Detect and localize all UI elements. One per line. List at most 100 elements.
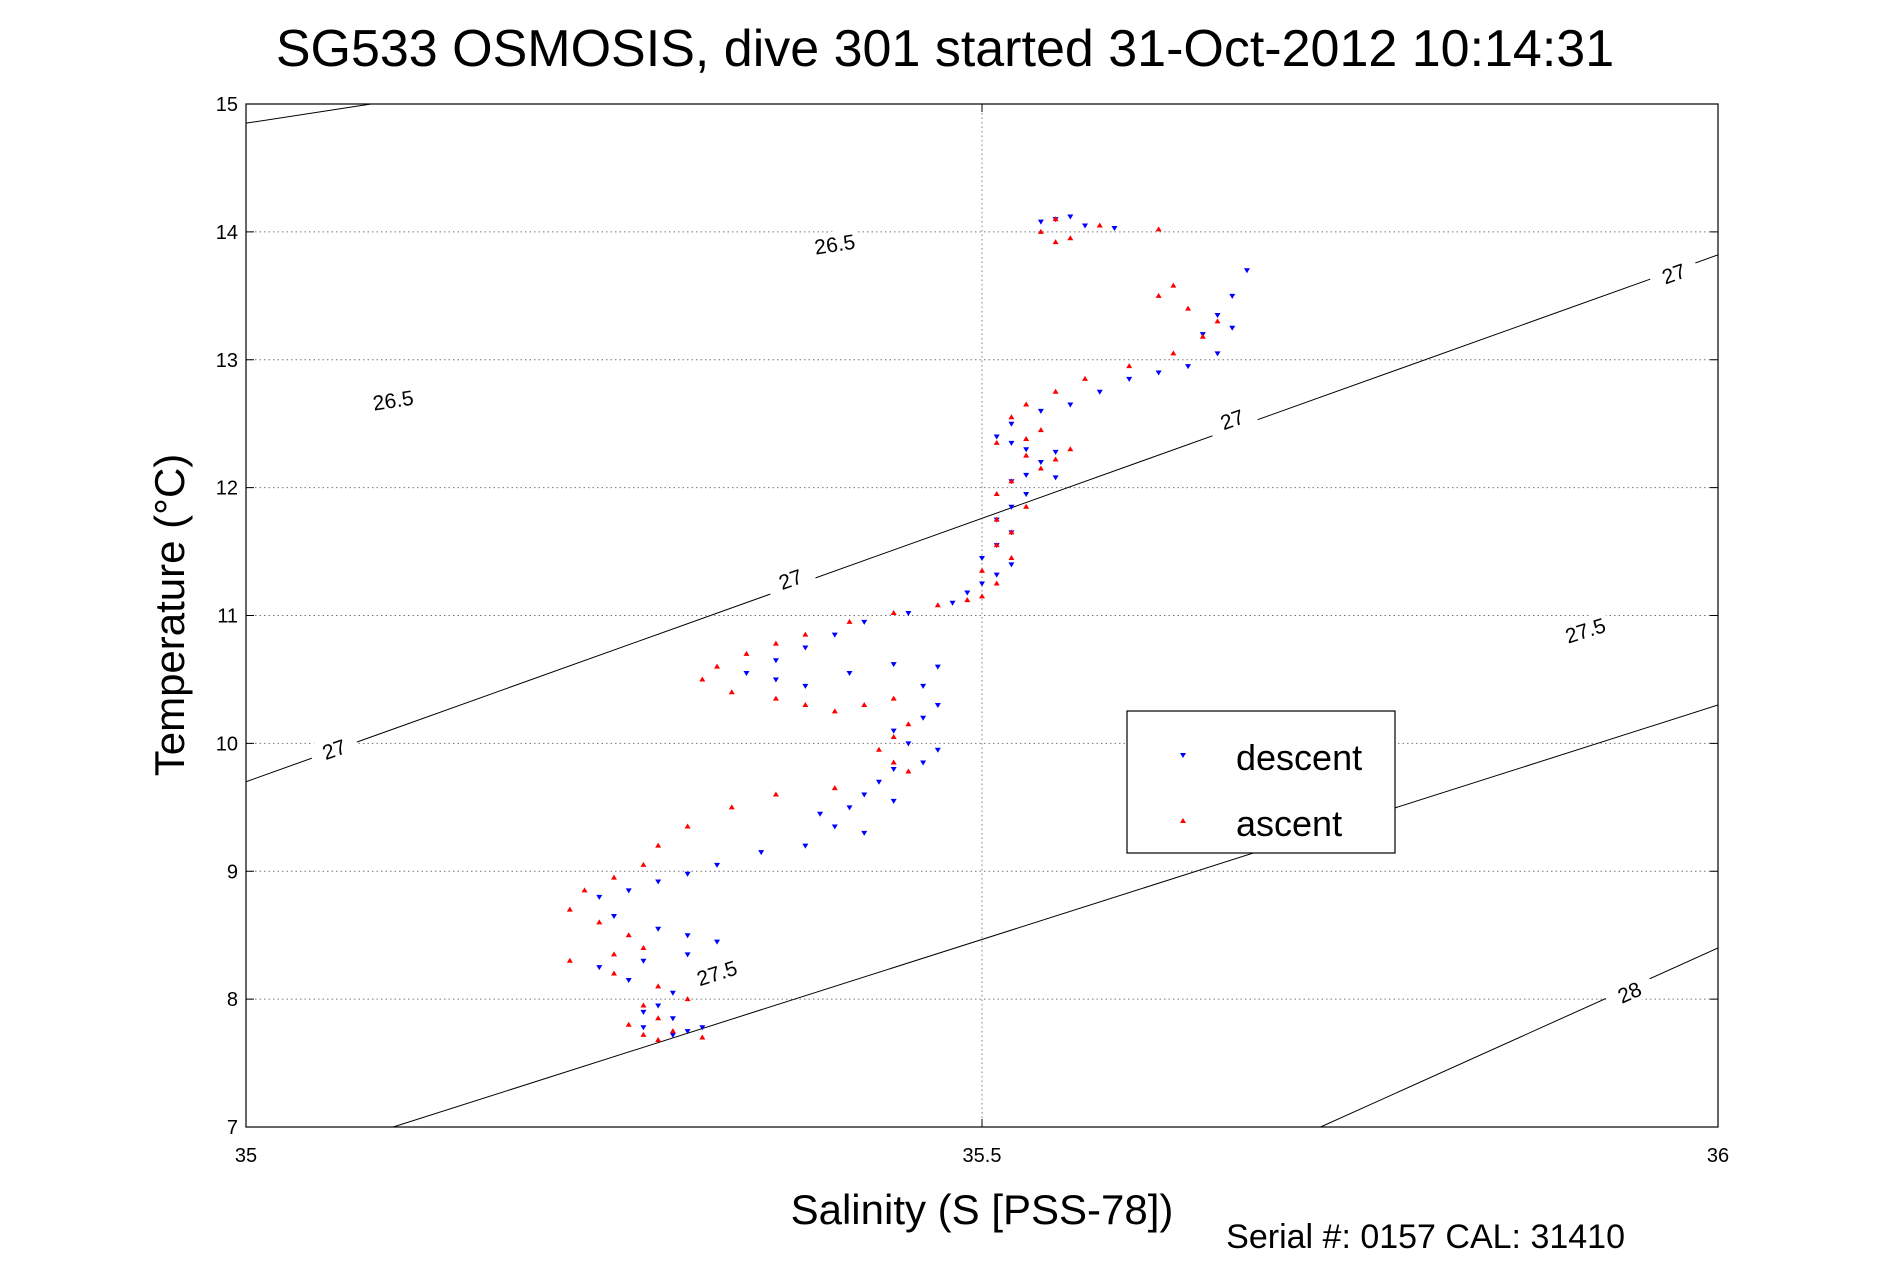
- descent-point: [1185, 364, 1192, 370]
- ascent-point: [890, 759, 897, 765]
- ascent-point: [1155, 292, 1162, 298]
- legend-label-ascent: ascent: [1236, 803, 1342, 844]
- ascent-point: [831, 708, 838, 714]
- descent-point: [772, 677, 779, 683]
- chart-title: SG533 OSMOSIS, dive 301 started 31-Oct-2…: [276, 20, 1614, 78]
- descent-point: [596, 965, 603, 971]
- y-tick-label: 12: [216, 478, 238, 500]
- ascent-point: [802, 702, 809, 708]
- descent-point: [1023, 447, 1030, 453]
- descent-point: [846, 805, 853, 811]
- ascent-point: [1023, 436, 1030, 442]
- descent-point: [1243, 268, 1250, 274]
- ascent-point: [772, 640, 779, 646]
- descent-point: [831, 632, 838, 638]
- ascent-point: [611, 951, 617, 957]
- descent-point: [993, 434, 1000, 440]
- legend-label-descent: descent: [1236, 737, 1362, 778]
- descent-point: [1126, 376, 1133, 382]
- ascent-point: [1023, 452, 1030, 458]
- legend-box: [1126, 710, 1396, 854]
- descent-point: [920, 683, 927, 689]
- ascent-point: [802, 631, 809, 637]
- ascent-point: [905, 768, 912, 774]
- ascent-point: [640, 1031, 647, 1037]
- x-tick-label: 35.5: [963, 1145, 1002, 1167]
- descent-point: [934, 703, 941, 709]
- ascent-point: [743, 650, 750, 656]
- ascent-point: [979, 567, 985, 573]
- descent-point: [758, 850, 765, 856]
- ascent-point: [934, 602, 941, 608]
- serial-cal-note: Serial #: 0157 CAL: 31410: [1226, 1218, 1625, 1256]
- y-tick-label: 10: [216, 733, 238, 755]
- ascent-point: [1185, 305, 1192, 311]
- descent-point: [934, 747, 941, 753]
- descent-point: [993, 572, 1000, 578]
- descent-point: [1229, 325, 1236, 331]
- ascent-point: [625, 1021, 632, 1027]
- descent-point: [1008, 440, 1015, 446]
- descent-point: [596, 894, 603, 900]
- contour-label-bg: [1602, 971, 1657, 1013]
- descent-point: [949, 600, 956, 606]
- descent-point: [640, 1025, 647, 1031]
- descent-point: [655, 1003, 662, 1009]
- legend: descent ascent: [1126, 710, 1396, 854]
- descent-point: [611, 914, 617, 920]
- ascent-point: [1023, 401, 1030, 407]
- descent-point: [1037, 460, 1044, 466]
- y-tick-label: 13: [216, 350, 238, 372]
- legend-marker-descent: [1180, 753, 1186, 758]
- ascent-point: [861, 702, 868, 708]
- ascent-point: [1037, 228, 1044, 234]
- ascent-point: [890, 733, 897, 739]
- ascent-point: [655, 983, 662, 989]
- contour-label-bg: [1205, 399, 1259, 439]
- ascent-point: [1052, 239, 1059, 245]
- descent-point: [699, 1025, 706, 1031]
- legend-marker-ascent: [1180, 818, 1186, 823]
- descent-point: [890, 662, 897, 668]
- descent-point: [1023, 492, 1030, 498]
- ascent-point: [993, 580, 1000, 586]
- ascent-point: [640, 1002, 647, 1008]
- descent-point: [1067, 214, 1074, 220]
- ascent-point: [1067, 235, 1074, 241]
- descent-point: [655, 879, 662, 885]
- descent-point: [1052, 475, 1059, 481]
- descent-point: [890, 798, 897, 804]
- descent-point: [905, 741, 912, 747]
- ascent-point: [993, 516, 1000, 522]
- y-tick-label: 14: [216, 222, 238, 244]
- descent-point: [979, 555, 985, 561]
- data-points: [566, 214, 1250, 1043]
- descent-point: [1214, 351, 1221, 357]
- ascent-point: [1052, 216, 1059, 222]
- ascent-point: [611, 874, 617, 880]
- y-tick-label: 7: [227, 1117, 238, 1139]
- y-tick-label: 9: [227, 861, 238, 883]
- descent-point: [1067, 402, 1074, 408]
- ascent-point: [772, 695, 779, 701]
- contour-label-bg: [763, 559, 817, 599]
- ascent-point: [1052, 388, 1059, 394]
- axis-ticks: 35 35.5 36 7 8 9 10 11 12 13 14 15: [216, 94, 1729, 1167]
- descent-point: [1052, 449, 1059, 455]
- contour-line: [1320, 947, 1718, 1127]
- descent-point: [625, 888, 632, 894]
- x-tick-label: 35: [235, 1145, 257, 1167]
- descent-point: [640, 958, 647, 964]
- contour-label-bg: [1558, 611, 1612, 649]
- ascent-point: [566, 906, 573, 912]
- ascent-point: [728, 689, 735, 695]
- descent-point: [934, 664, 941, 670]
- ascent-point: [655, 1015, 662, 1021]
- y-tick-label: 11: [217, 606, 238, 628]
- ascent-point: [728, 804, 735, 810]
- descent-point: [875, 779, 882, 785]
- descent-point: [684, 952, 691, 958]
- descent-point: [684, 1029, 691, 1035]
- descent-point: [1008, 562, 1015, 568]
- descent-point: [964, 590, 971, 596]
